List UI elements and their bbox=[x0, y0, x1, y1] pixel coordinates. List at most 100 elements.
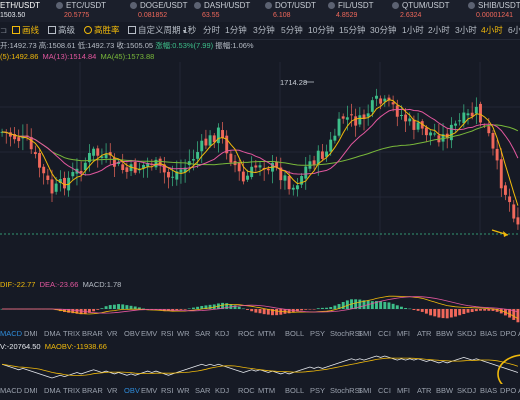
indicator-tab-macd[interactable]: MACD bbox=[0, 329, 23, 338]
indicator-tab-rsi[interactable]: RSI bbox=[161, 329, 174, 338]
indicator-tab-dmi[interactable]: DMI bbox=[24, 329, 38, 338]
indicator-tab-psy[interactable]: PSY bbox=[310, 386, 326, 395]
ticker-fil[interactable]: FIL/USDT 4.8529 bbox=[328, 1, 374, 21]
ticker-etc[interactable]: ETC/USDT 20.5775 bbox=[56, 1, 106, 21]
candle-body bbox=[499, 159, 503, 189]
candle-body bbox=[229, 153, 233, 163]
period-30m[interactable]: 30分钟 bbox=[370, 25, 397, 35]
indicator-tab-bbw[interactable]: BBW bbox=[436, 386, 454, 395]
indicator-tab-brar[interactable]: BRAR bbox=[82, 329, 103, 338]
indicator-tab-cci[interactable]: CCI bbox=[378, 386, 391, 395]
period-timeline[interactable]: 分时 bbox=[203, 25, 221, 35]
indicator-tab-a[interactable]: A bbox=[518, 327, 520, 341]
indicator-tab-sar[interactable]: SAR bbox=[195, 386, 211, 395]
custom-period-button[interactable]: 自定义周期 ▾ bbox=[128, 24, 186, 39]
indicator-tab-dpo[interactable]: DPO bbox=[500, 386, 517, 395]
indicator-tab-rsi[interactable]: RSI bbox=[161, 386, 174, 395]
indicator-tab-stochrsi[interactable]: StochRSI bbox=[330, 386, 362, 395]
candle-body bbox=[295, 185, 299, 190]
indicator-tab-bias[interactable]: BIAS bbox=[480, 329, 498, 338]
indicator-tab-dma[interactable]: DMA bbox=[44, 329, 61, 338]
indicator-tab-mtm[interactable]: MTM bbox=[258, 329, 276, 338]
period-3m[interactable]: 3分钟 bbox=[253, 25, 275, 35]
maobv-line bbox=[2, 357, 519, 376]
indicator-tab-kdj[interactable]: KDJ bbox=[215, 329, 230, 338]
indicator-tab-a[interactable]: A bbox=[518, 384, 520, 398]
ticker-qtum[interactable]: QTUM/USDT 2.6324 bbox=[392, 1, 450, 21]
macd-bar bbox=[458, 309, 462, 316]
candlestick-chart[interactable]: 1714.28 bbox=[0, 62, 520, 240]
period-4h[interactable]: 4小时 bbox=[481, 25, 503, 35]
ticker-name: DOT/USDT bbox=[275, 1, 316, 10]
ticker-eth[interactable]: ETH/USDT 1503.50 bbox=[0, 1, 40, 21]
advanced-button[interactable]: 高级 bbox=[48, 24, 75, 37]
candle-body bbox=[162, 164, 166, 173]
indicator-tab-skdj[interactable]: SKDJ bbox=[457, 329, 477, 338]
indicator-tab-psy[interactable]: PSY bbox=[310, 329, 326, 338]
indicator-tab-trix[interactable]: TRIX bbox=[63, 329, 81, 338]
indicator-tab-vr[interactable]: VR bbox=[107, 329, 118, 338]
period-1h[interactable]: 1小时 bbox=[402, 25, 424, 35]
indicator-tab-dmi[interactable]: DMI bbox=[24, 386, 38, 395]
macd-bar bbox=[258, 309, 262, 314]
indicator-tab-wr[interactable]: WR bbox=[177, 329, 190, 338]
indicator-tab-obv[interactable]: OBV bbox=[124, 329, 140, 338]
indicator-tab-kdj[interactable]: KDJ bbox=[215, 386, 230, 395]
indicator-tab-boll[interactable]: BOLL bbox=[285, 386, 305, 395]
macd-bar bbox=[358, 299, 362, 309]
indicator-tab-cci[interactable]: CCI bbox=[378, 329, 391, 338]
indicator-tab-stochrsi[interactable]: StochRSI bbox=[330, 329, 362, 338]
indicator-tab-skdj[interactable]: SKDJ bbox=[457, 386, 477, 395]
macd-chart[interactable] bbox=[0, 292, 520, 327]
indicator-tab-macd[interactable]: MACD bbox=[0, 386, 23, 395]
period-5m[interactable]: 5分钟 bbox=[281, 25, 303, 35]
period-10m[interactable]: 10分钟 bbox=[308, 25, 335, 35]
indicator-tab-bbw[interactable]: BBW bbox=[436, 329, 454, 338]
period-1m[interactable]: 1分钟 bbox=[225, 25, 247, 35]
macd-bar bbox=[466, 309, 470, 313]
candle-body bbox=[175, 171, 179, 180]
ticker-dash[interactable]: DASH/USDT 63.55 bbox=[194, 1, 250, 21]
period-3h[interactable]: 3小时 bbox=[455, 25, 477, 35]
collapse-icon[interactable]: ⊐ bbox=[0, 25, 8, 35]
macd-bar bbox=[87, 309, 91, 313]
indicator-tab-vr[interactable]: VR bbox=[107, 386, 118, 395]
indicator-tab-roc[interactable]: ROC bbox=[238, 329, 255, 338]
indicator-tab-emv[interactable]: EMV bbox=[141, 386, 158, 395]
indicator-tab-sar[interactable]: SAR bbox=[195, 329, 211, 338]
indicator-tab-roc[interactable]: ROC bbox=[238, 386, 255, 395]
indicator-tab-mfi[interactable]: MFI bbox=[397, 386, 410, 395]
ticker-doge[interactable]: DOGE/USDT 0.081852 bbox=[130, 1, 188, 21]
period-2h[interactable]: 2小时 bbox=[428, 25, 450, 35]
indicator-tab-mtm[interactable]: MTM bbox=[258, 386, 276, 395]
indicator-tab-atr[interactable]: ATR bbox=[417, 329, 432, 338]
candle-body bbox=[387, 97, 391, 101]
ticker-dot[interactable]: DOT/USDT 6.108 bbox=[265, 1, 316, 21]
indicator-tab-boll[interactable]: BOLL bbox=[285, 329, 305, 338]
chart-toolbar: ⊐ 画线 高级 高胜率 自定义周期 ▾ 1秒 分时 1分钟 3分钟 5分钟 10… bbox=[0, 22, 520, 40]
period-15m[interactable]: 15分钟 bbox=[339, 25, 366, 35]
winrate-button[interactable]: 高胜率 bbox=[84, 24, 120, 37]
indicator-tab-mfi[interactable]: MFI bbox=[397, 329, 410, 338]
indicator-tab-trix[interactable]: TRIX bbox=[63, 386, 81, 395]
ma-info: (5):1492.86 MA(13):1514.84 MA(45):1573.8… bbox=[0, 52, 154, 62]
indicator-tab-wr[interactable]: WR bbox=[177, 386, 190, 395]
indicator-tab-obv[interactable]: OBV bbox=[124, 386, 140, 395]
draw-button[interactable]: 画线 bbox=[12, 24, 39, 37]
winrate-label: 高胜率 bbox=[94, 25, 120, 35]
period-1s[interactable]: 1秒 bbox=[183, 25, 197, 35]
period-6h[interactable]: 6小 bbox=[508, 25, 520, 35]
indicator-tab-dma[interactable]: DMA bbox=[44, 386, 61, 395]
indicator-tab-dpo[interactable]: DPO bbox=[500, 329, 517, 338]
ticker-shib[interactable]: SHIB/USDT 0.00001241 bbox=[468, 1, 520, 21]
indicator-tab-smi[interactable]: SMI bbox=[358, 386, 372, 395]
indicator-tab-smi[interactable]: SMI bbox=[358, 329, 372, 338]
obv-line bbox=[1, 355, 519, 379]
candle-body bbox=[254, 165, 258, 168]
indicator-tab-bias[interactable]: BIAS bbox=[480, 386, 498, 395]
obv-chart[interactable] bbox=[0, 352, 520, 384]
ticker-name: ETH/USDT bbox=[0, 1, 40, 10]
indicator-tab-emv[interactable]: EMV bbox=[141, 329, 158, 338]
indicator-tab-brar[interactable]: BRAR bbox=[82, 386, 103, 395]
indicator-tab-atr[interactable]: ATR bbox=[417, 386, 432, 395]
